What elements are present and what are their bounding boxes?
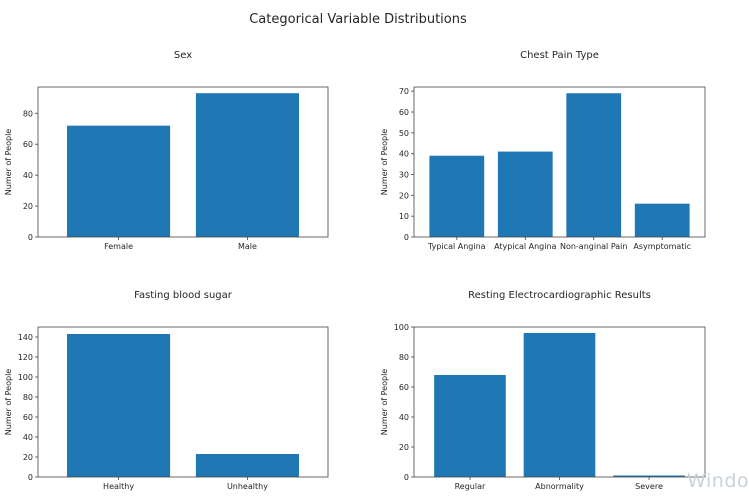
bar — [613, 475, 685, 477]
y-tick-label: 20 — [23, 453, 33, 462]
bar — [634, 203, 690, 237]
y-axis-label: Numer of People — [4, 369, 13, 436]
y-tick-label: 20 — [23, 202, 33, 211]
y-tick-label: 140 — [18, 333, 33, 342]
y-tick-label: 30 — [399, 171, 409, 180]
bar — [429, 155, 485, 237]
chart-panel: Resting Electrocardiographic Results Regu… — [380, 290, 706, 491]
y-axis-label: Numer of People — [380, 129, 389, 196]
axes-frame — [413, 86, 706, 238]
x-tick-label: Abnormality — [535, 482, 584, 491]
y-tick-label: 60 — [399, 108, 409, 117]
y-axis-label: Numer of People — [380, 369, 389, 436]
y-tick-label: 10 — [399, 212, 409, 221]
subplot-title: Chest Pain Type — [520, 50, 599, 61]
x-tick-label: Female — [104, 242, 133, 251]
y-tick-label: 80 — [23, 393, 33, 402]
figure-title: Categorical Variable Distributions — [249, 12, 467, 27]
y-tick-label: 0 — [28, 473, 33, 482]
x-tick-label: Typical Angina — [427, 242, 486, 251]
y-tick-label: 60 — [23, 140, 33, 149]
bar — [195, 93, 299, 237]
y-tick-label: 50 — [399, 129, 409, 138]
y-tick-label: 0 — [404, 473, 409, 482]
y-tick-label: 100 — [394, 323, 409, 332]
axes-frame — [37, 326, 329, 478]
watermark-text: Windo — [687, 470, 749, 492]
bar — [67, 125, 171, 237]
subplot-title: Fasting blood sugar — [134, 290, 233, 301]
x-tick-label: Male — [238, 242, 257, 251]
bar — [434, 375, 506, 477]
y-tick-label: 40 — [399, 413, 409, 422]
y-tick-label: 40 — [23, 433, 33, 442]
bar — [497, 151, 553, 237]
y-tick-label: 100 — [18, 373, 33, 382]
axes-frame — [413, 326, 706, 478]
y-tick-label: 20 — [399, 191, 409, 200]
x-tick-label: Regular — [455, 482, 486, 491]
y-tick-label: 60 — [23, 413, 33, 422]
y-tick-label: 20 — [399, 443, 409, 452]
subplot-title: Sex — [174, 50, 192, 61]
y-tick-label: 0 — [404, 233, 409, 242]
y-tick-label: 70 — [399, 87, 409, 96]
chart-panel: Chest Pain Type Typical Angina Atypical An… — [380, 50, 706, 251]
bar — [523, 333, 596, 477]
x-tick-label: Atypical Angina — [494, 242, 556, 251]
x-tick-label: Asymptomatic — [633, 242, 691, 251]
chart-panel: Fasting blood sugar Healthy Unhealthy 0 20 40… — [4, 290, 329, 491]
y-tick-label: 40 — [399, 150, 409, 159]
x-tick-label: Healthy — [103, 482, 134, 491]
y-tick-label: 0 — [28, 233, 33, 242]
x-tick-label: Non-anginal Pain — [560, 242, 628, 251]
y-axis-label: Numer of People — [4, 129, 13, 196]
subplot-title: Resting Electrocardiographic Results — [468, 290, 651, 301]
bar — [195, 454, 299, 477]
y-tick-label: 40 — [23, 171, 33, 180]
x-tick-label: Unhealthy — [227, 482, 268, 491]
y-tick-label: 120 — [18, 353, 33, 362]
x-tick-label: Severe — [635, 482, 663, 491]
bar — [67, 334, 171, 477]
y-tick-label: 80 — [399, 353, 409, 362]
chart-panel: Sex Female Male 0 20 40 60 80 Numer of People — [4, 50, 329, 251]
y-tick-label: 80 — [23, 109, 33, 118]
bar — [566, 93, 622, 237]
y-tick-label: 60 — [399, 383, 409, 392]
axes-frame — [37, 86, 329, 238]
